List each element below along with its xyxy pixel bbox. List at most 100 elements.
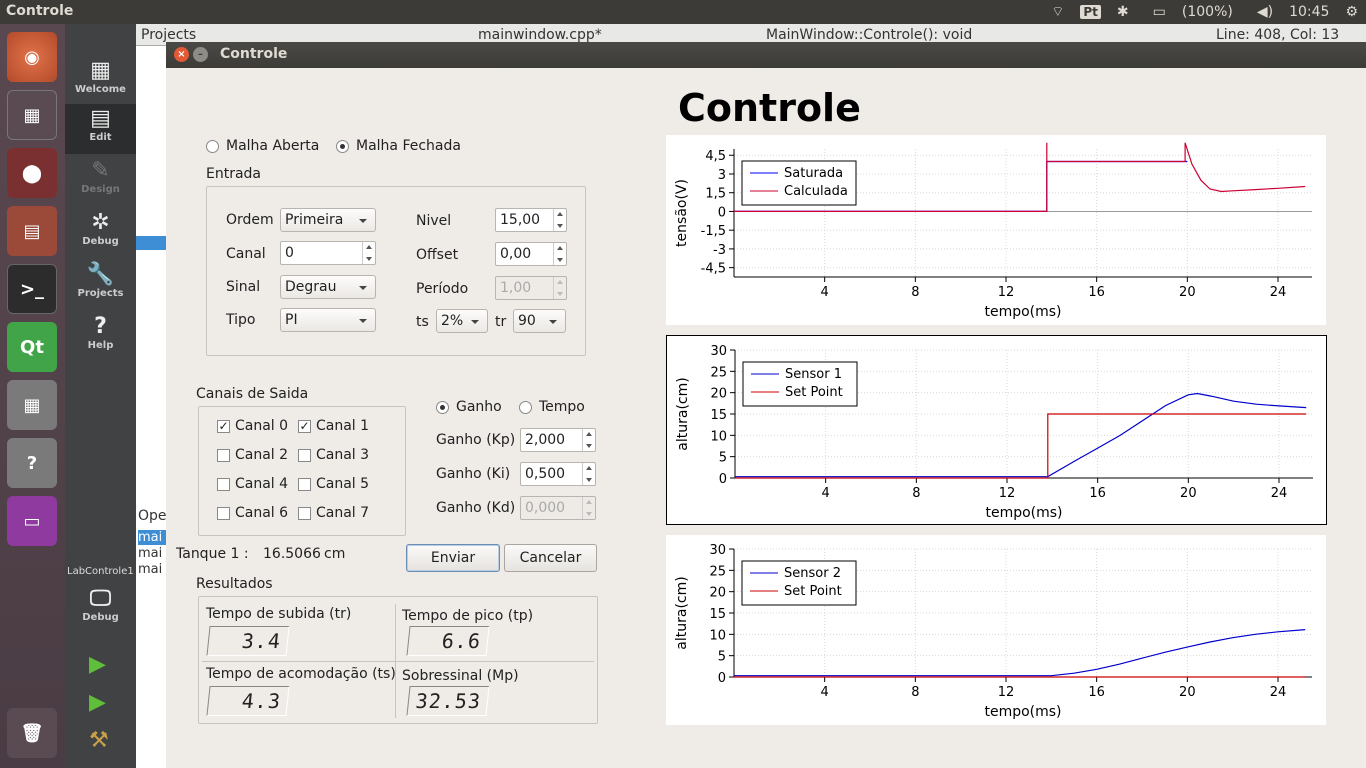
legend-entry: Sensor 1: [785, 367, 842, 382]
files-icon[interactable]: ▤: [7, 206, 57, 256]
trash-icon[interactable]: 🗑: [7, 708, 57, 758]
cancelar-button[interactable]: Cancelar: [504, 544, 597, 572]
unknown-app-icon[interactable]: ?: [7, 438, 57, 488]
tr-select[interactable]: 90: [513, 309, 566, 333]
window-titlebar[interactable]: × – Controle: [166, 42, 1366, 68]
bluetooth-icon[interactable]: ✱: [1116, 4, 1129, 20]
mode-debug[interactable]: ✲ Debug: [65, 208, 136, 258]
open-doc-item[interactable]: mai: [138, 546, 163, 561]
sinal-label: Sinal: [226, 279, 261, 295]
run-icon[interactable]: ▶: [89, 652, 106, 677]
canal-0-checkbox[interactable]: ✓: [217, 419, 230, 433]
canal-2-checkbox[interactable]: [217, 449, 230, 462]
tempo-mode-label: Tempo: [539, 399, 585, 415]
battery-indicator[interactable]: ▭ (100%): [1145, 4, 1241, 20]
ki-spinbox[interactable]: 0,500: [520, 462, 596, 486]
sensor1-plot-svg: 4 8 12 16 20 24 0 5 10 15 20 25 30 tempo(ms) altura(cm…: [675, 344, 1313, 521]
mode-projects[interactable]: 🔧 Projects: [65, 260, 136, 310]
closed-loop-radio[interactable]: [336, 140, 349, 153]
app-window-icon[interactable]: ▭: [7, 496, 57, 546]
y-tick-label: 5: [718, 650, 726, 665]
kp-spinbox[interactable]: 2,000: [520, 428, 596, 452]
build-hammer-icon[interactable]: ⚒: [89, 728, 109, 753]
nivel-stepper[interactable]: [553, 209, 566, 231]
y-tick-label: -3: [713, 243, 726, 258]
open-loop-radio[interactable]: [206, 140, 219, 153]
projects-pane-label: Projects: [141, 27, 197, 43]
wifi-icon[interactable]: ⌔: [1051, 4, 1065, 20]
nivel-value: 15,00: [500, 212, 541, 228]
sinal-select[interactable]: Degrau: [280, 275, 376, 299]
canal-6-checkbox[interactable]: [217, 507, 230, 520]
canal-5-checkbox[interactable]: [298, 478, 311, 491]
close-icon[interactable]: ×: [174, 47, 189, 62]
clock[interactable]: 10:45: [1289, 4, 1330, 20]
offset-stepper[interactable]: [553, 243, 566, 265]
open-doc-item[interactable]: mai: [138, 530, 166, 545]
kd-stepper: [582, 497, 595, 519]
volume-icon[interactable]: ◀): [1256, 4, 1274, 20]
calculator-icon[interactable]: ▦: [7, 380, 57, 430]
ubuntu-dash-icon[interactable]: ◉: [7, 32, 57, 82]
open-doc-item[interactable]: mai: [138, 562, 163, 577]
keyboard-layout-indicator[interactable]: Pt: [1080, 5, 1101, 19]
enviar-button[interactable]: Enviar: [406, 544, 500, 572]
y-tick-label: 15: [710, 408, 727, 423]
page-heading: Controle: [678, 86, 861, 130]
x-tick-label: 4: [821, 685, 829, 700]
mode-edit[interactable]: ▤ Edit: [65, 104, 136, 154]
y-tick-label: 15: [709, 607, 726, 622]
power-gear-icon[interactable]: ⚙: [1345, 4, 1358, 20]
canal-6-label: Canal 6: [235, 505, 289, 521]
kit-selector[interactable]: 🖵 Debug: [65, 584, 136, 632]
open-documents-label: Ope: [138, 508, 167, 524]
canal-7-label: Canal 7: [316, 505, 370, 521]
canal-4-checkbox[interactable]: [217, 478, 230, 491]
legend-box: [742, 361, 858, 407]
tempo-mode-radio[interactable]: [519, 401, 532, 414]
battery-percent: (100%): [1181, 4, 1233, 20]
qt-creator-icon[interactable]: Qt: [7, 322, 57, 372]
top-panel: Controle ⌔ Pt ✱ ▭ (100%) ◀) 10:45 ⚙: [0, 0, 1366, 24]
nivel-spinbox[interactable]: 15,00: [495, 208, 567, 232]
tipo-select[interactable]: PI: [280, 308, 376, 332]
canal-7-checkbox[interactable]: [298, 507, 311, 520]
ordem-label: Ordem: [226, 212, 274, 228]
ts-result-label: Tempo de acomodação (ts): [206, 666, 396, 682]
terminal-icon[interactable]: >_: [7, 264, 57, 314]
ts-select[interactable]: 2%: [436, 309, 488, 333]
y-tick-label: 0: [718, 205, 726, 220]
mode-help[interactable]: ? Help: [65, 312, 136, 362]
function-selector[interactable]: MainWindow::Controle(): void: [766, 27, 973, 43]
open-loop-label: Malha Aberta: [226, 138, 320, 154]
editor-file-tab[interactable]: mainwindow.cpp*: [478, 27, 602, 43]
x-tick-label: 20: [1180, 486, 1197, 501]
debug-run-icon[interactable]: ▶: [89, 690, 106, 715]
ki-stepper[interactable]: [582, 463, 595, 485]
kp-stepper[interactable]: [582, 429, 595, 451]
chrome-icon[interactable]: ⬤: [7, 148, 57, 198]
mode-welcome[interactable]: ▦ Welcome: [65, 56, 136, 106]
x-tick-label: 12: [998, 685, 1015, 700]
y-tick-label: 5: [719, 451, 727, 466]
offset-spinbox[interactable]: 0,00: [495, 242, 567, 266]
voltage-plot-svg: 4 8 12 16 20 24 4,5 3 1,5 0 -1,5 -3 -4,5 tempo(ms) ten…: [674, 142, 1312, 320]
resultados-divider: [202, 661, 594, 662]
canal-0-label: Canal 0: [235, 418, 289, 434]
ganho-mode-radio[interactable]: [436, 401, 449, 414]
y-tick-label: 10: [710, 429, 727, 444]
legend: Sensor 2 Set Point: [741, 560, 857, 606]
ki-label: Ganho (Ki): [436, 466, 511, 482]
canal-1-checkbox[interactable]: ✓: [298, 419, 311, 433]
minimize-icon[interactable]: –: [193, 47, 208, 62]
y-axis-label: altura(cm): [674, 576, 690, 649]
legend-box: [741, 560, 857, 606]
workspace-switcher-icon[interactable]: ▦: [7, 90, 57, 140]
ordem-select[interactable]: Primeira: [280, 208, 376, 232]
x-axis-label: tempo(ms): [985, 505, 1062, 521]
x-tick-label: 8: [911, 685, 919, 700]
series-line: [734, 142, 1306, 213]
canal-stepper[interactable]: [362, 242, 375, 264]
canal-3-checkbox[interactable]: [298, 449, 311, 462]
canal-spinbox[interactable]: 0: [280, 241, 376, 265]
